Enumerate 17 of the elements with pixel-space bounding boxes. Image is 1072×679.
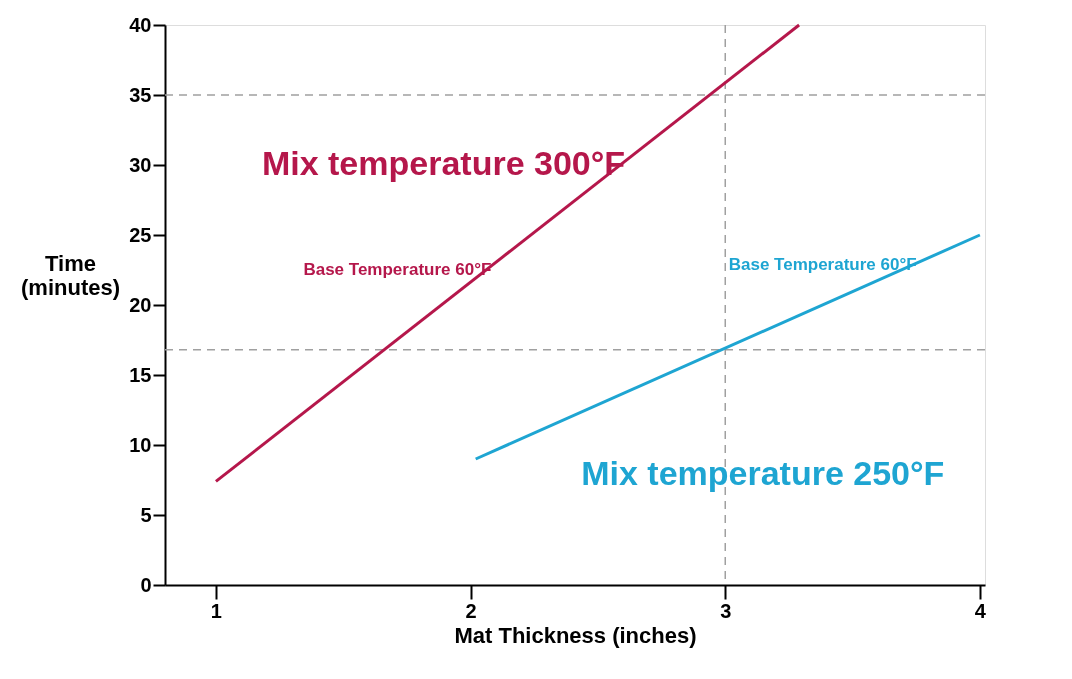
y-tick-label: 25: [129, 223, 152, 246]
x-tick-label: 1: [210, 599, 222, 622]
y-axis-title: Time (minutes): [21, 250, 120, 300]
y-tick-label: 35: [129, 83, 152, 106]
y-tick-label: 20: [129, 293, 152, 316]
y-tick-label: 10: [129, 433, 152, 456]
y-tick-label: 30: [129, 153, 152, 176]
y-tick-label: 15: [129, 363, 152, 386]
y-tick-label: 40: [129, 13, 152, 36]
y-tick-label: 5: [140, 503, 152, 526]
x-tick-label: 3: [720, 599, 732, 622]
x-axis-title: Mat Thickness (inches): [454, 622, 697, 648]
x-tick-label: 2: [465, 599, 477, 622]
x-tick-label: 4: [974, 599, 987, 622]
series-label: Mix temperature 250°F: [581, 454, 945, 492]
y-tick-label: 0: [140, 573, 152, 596]
series-label: Mix temperature 300°F: [261, 144, 626, 183]
